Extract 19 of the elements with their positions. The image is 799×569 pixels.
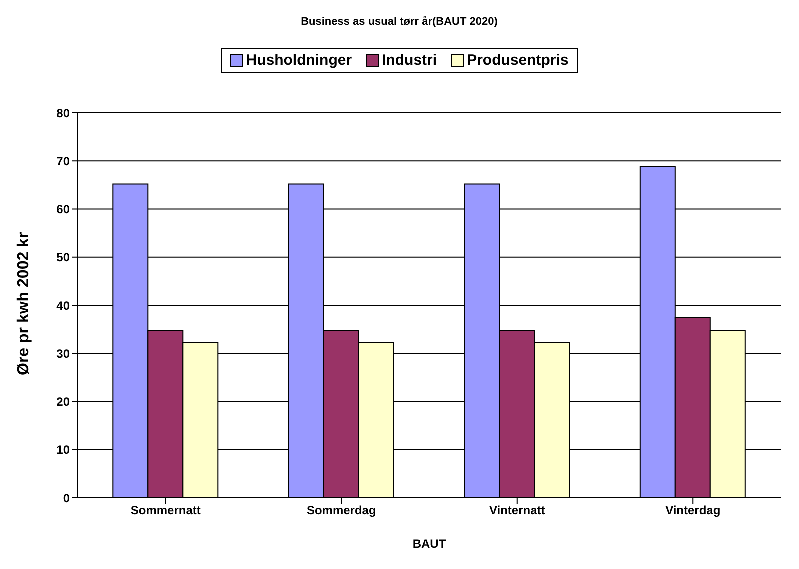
x-tick-label: Vinterdag	[666, 504, 721, 518]
y-tick-label: 10	[56, 443, 70, 458]
y-tick-label: 30	[56, 346, 70, 361]
y-tick-label: 40	[56, 298, 70, 313]
legend-label: Produsentpris	[466, 52, 569, 69]
y-tick-label: 50	[56, 250, 70, 265]
y-tick-label: 0	[63, 491, 70, 506]
x-tick-label: Vinternatt	[489, 504, 546, 518]
chart-title: Business as usual tørr år(BAUT 2020)	[300, 16, 499, 28]
legend-label: Industri	[381, 52, 438, 69]
y-tick-label: 20	[56, 395, 70, 410]
x-tick-label: Sommernatt	[130, 504, 201, 518]
y-tick-label: 70	[56, 154, 70, 168]
x-axis-title: BAUT	[412, 537, 447, 551]
legend-label: Husholdninger	[245, 52, 352, 69]
y-tick-label: 80	[56, 106, 70, 120]
y-tick-label: 60	[56, 202, 70, 217]
x-tick-label: Sommerdag	[306, 504, 376, 518]
y-axis-title: Øre pr kwh 2002 kr	[16, 232, 33, 376]
